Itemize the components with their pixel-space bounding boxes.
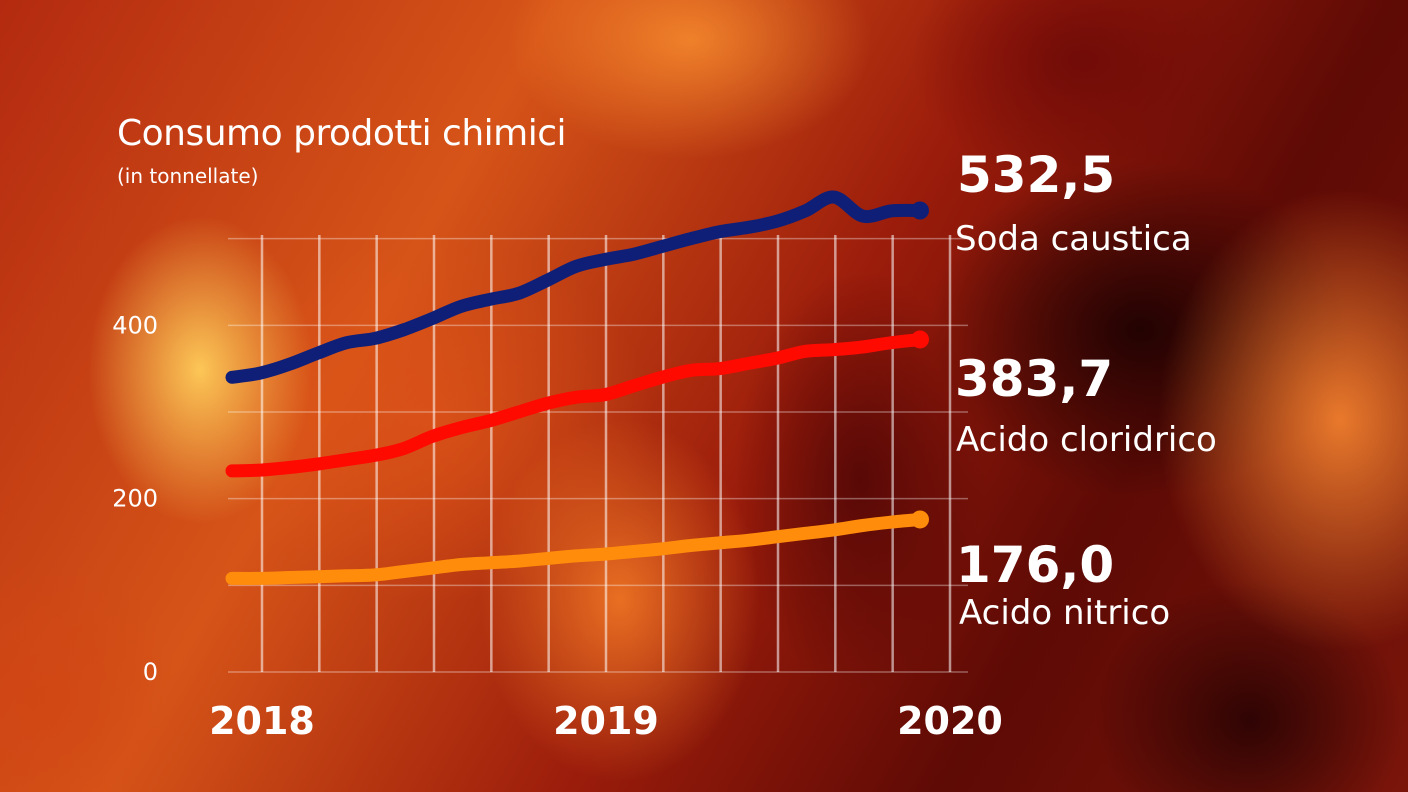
x-tick-label: 2020 <box>897 699 1003 743</box>
end-value-acido-cloridrico: 383,7 <box>955 350 1114 408</box>
series-line-acido-cloridrico <box>225 333 927 478</box>
x-tick-label: 2018 <box>209 699 315 743</box>
x-tick-label: 2019 <box>553 699 659 743</box>
series-end-marker-acido-cloridrico <box>911 330 929 349</box>
series-lines <box>225 190 929 585</box>
axes: 0 200 400 2018 2019 2020 <box>112 311 1003 743</box>
series-label-acido-nitrico: Acido nitrico <box>959 593 1171 633</box>
end-value-soda-caustica: 532,5 <box>957 146 1116 204</box>
series-line-soda-caustica <box>225 190 927 384</box>
y-tick-label: 0 <box>143 658 158 686</box>
series-end-marker-acido-nitrico <box>911 510 929 529</box>
series-end-marker-soda-caustica <box>911 201 929 220</box>
chart-title: Consumo prodotti chimici <box>117 113 567 154</box>
y-tick-label: 400 <box>112 311 158 339</box>
end-value-acido-nitrico: 176,0 <box>956 536 1115 594</box>
grid <box>228 235 968 673</box>
series-label-acido-cloridrico: Acido cloridrico <box>956 420 1217 460</box>
series-label-soda-caustica: Soda caustica <box>955 219 1192 259</box>
chart-subtitle: (in tonnellate) <box>117 164 259 188</box>
series-line-acido-nitrico <box>225 513 927 585</box>
y-tick-label: 200 <box>112 485 158 513</box>
